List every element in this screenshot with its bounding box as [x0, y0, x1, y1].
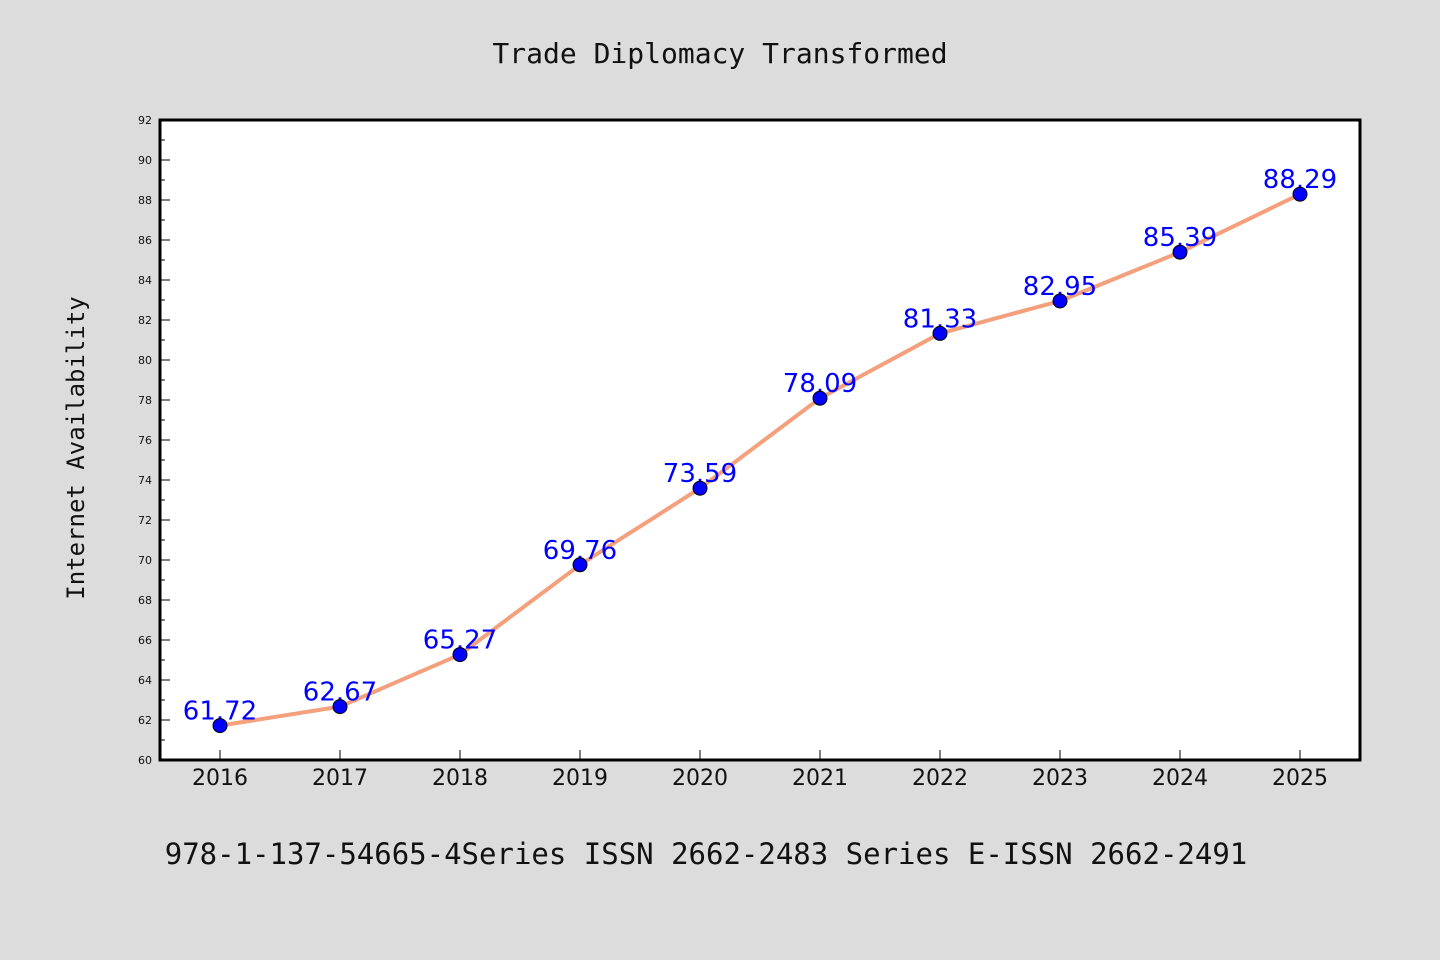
series-group: 61.7262.6765.2769.7673.5978.0981.3382.95…: [183, 165, 1337, 734]
x-tick-label: 2016: [192, 766, 248, 791]
x-tick-label: 2021: [792, 766, 848, 791]
footer-text: 978-1-137-54665-4Series ISSN 2662-2483 S…: [165, 837, 1248, 871]
data-point: [1172, 244, 1188, 260]
y-tick-label: 70: [138, 554, 152, 567]
x-tick-label: 2019: [552, 766, 608, 791]
data-point: [452, 647, 468, 663]
data-point: [572, 557, 588, 573]
y-tick-label: 84: [138, 274, 152, 287]
y-tick-label: 90: [138, 154, 152, 167]
y-tick-label: 60: [138, 754, 152, 767]
y-axis-label: Internet Availability: [62, 296, 90, 599]
axes: 60 62 64 66 68 70 72 74 76 78 80 82 84 86 88 90 92 2016 20…: [138, 114, 1328, 791]
data-point: [1052, 293, 1068, 309]
y-tick-label: 92: [138, 114, 152, 127]
x-tick-label: 2017: [312, 766, 368, 791]
y-tick-label: 62: [138, 714, 152, 727]
y-tick-label: 64: [138, 674, 152, 687]
x-tick-label: 2025: [1272, 766, 1328, 791]
x-tick-label: 2022: [912, 766, 968, 791]
y-tick-label: 80: [138, 354, 152, 367]
data-point: [932, 325, 948, 341]
y-tick-label: 76: [138, 434, 152, 447]
y-tick-label: 74: [138, 474, 152, 487]
x-tick-label: 2023: [1032, 766, 1088, 791]
data-point: [1292, 186, 1308, 202]
y-tick-label: 68: [138, 594, 152, 607]
chart-title: Trade Diplomacy Transformed: [492, 37, 947, 70]
y-tick-label: 88: [138, 194, 152, 207]
x-tick-label: 2020: [672, 766, 728, 791]
y-tick-label: 66: [138, 634, 152, 647]
data-point: [332, 699, 348, 715]
y-tick-label: 78: [138, 394, 152, 407]
y-tick-label: 82: [138, 314, 152, 327]
data-point: [692, 480, 708, 496]
x-tick-label: 2018: [432, 766, 488, 791]
x-tick-label: 2024: [1152, 766, 1208, 791]
y-tick-label: 86: [138, 234, 152, 247]
series-line: [218, 192, 1302, 728]
plot-area: [160, 120, 1360, 760]
data-point: [212, 718, 228, 734]
y-tick-label: 72: [138, 514, 152, 527]
data-point: [812, 390, 828, 406]
plot-frame: [158, 118, 1362, 762]
